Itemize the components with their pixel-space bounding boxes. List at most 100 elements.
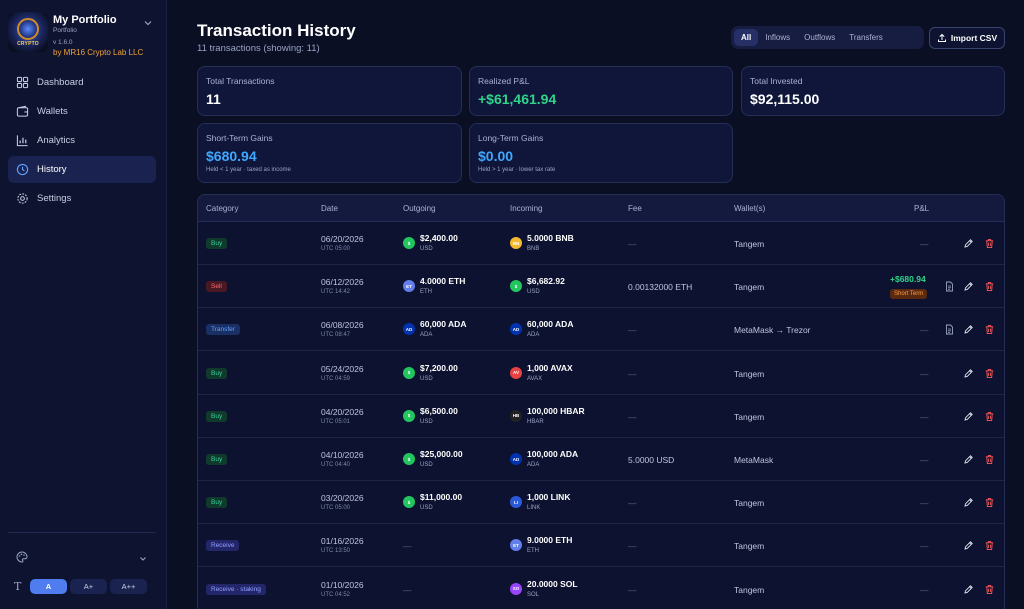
theme-selector[interactable]: [16, 550, 148, 564]
table-row[interactable]: Sell 06/12/2026 UTC 14:42 ET 4.0000 ETH ETH $ $…: [198, 265, 1004, 309]
incoming-amount: 1,000 AVAX: [527, 362, 573, 373]
incoming-unit: ADA: [527, 332, 540, 339]
edit-icon[interactable]: [963, 281, 974, 292]
stat-total-transactions: Total Transactions 11: [197, 66, 462, 116]
edit-icon[interactable]: [963, 584, 974, 595]
chevron-down-icon[interactable]: [142, 16, 154, 28]
sidebar-item-analytics[interactable]: Analytics: [8, 127, 156, 154]
version-label: v 1.6.0: [53, 39, 73, 46]
sidebar-item-dashboard[interactable]: Dashboard: [8, 69, 156, 96]
edit-icon[interactable]: [963, 454, 974, 465]
company-label: by MR16 Crypto Lab LLC: [53, 48, 144, 57]
edit-icon[interactable]: [963, 497, 974, 508]
delete-icon[interactable]: [984, 324, 995, 335]
bnb-coin-icon: BN: [510, 237, 522, 249]
wallet-name: Tangem: [734, 239, 765, 249]
incoming-amount: 100,000 HBAR: [527, 405, 585, 416]
stat-note: Held > 1 year · lower tax rate: [478, 167, 556, 173]
column-header-date[interactable]: Date: [321, 204, 338, 213]
table-row[interactable]: Buy 03/20/2026 UTC 05:00 $ $11,000.00 USD LI 1,…: [198, 481, 1004, 525]
stat-note: Held < 1 year · taxed as income: [206, 167, 291, 173]
brand[interactable]: CRYPTO My Portfolio Portfolio v 1.6.0 by…: [8, 12, 158, 62]
tx-date: 04/20/2026: [321, 406, 364, 417]
edit-icon[interactable]: [963, 238, 974, 249]
outgoing-empty: —: [403, 541, 412, 552]
document-icon[interactable]: [944, 324, 955, 335]
column-header-category[interactable]: Category: [206, 204, 239, 213]
incoming-unit: HBAR: [527, 418, 544, 425]
pnl-empty: —: [920, 325, 929, 336]
logo: CRYPTO: [8, 12, 48, 52]
edit-icon[interactable]: [963, 411, 974, 422]
outgoing-unit: USD: [420, 505, 433, 512]
filter-outflows[interactable]: Outflows: [804, 33, 836, 42]
delete-icon[interactable]: [984, 497, 995, 508]
delete-icon[interactable]: [984, 238, 995, 249]
delete-icon[interactable]: [984, 584, 995, 595]
filter-inflows[interactable]: Inflows: [765, 33, 791, 42]
table-row[interactable]: Transfer 06/08/2026 UTC 08:47 AD 60,000 ADA A…: [198, 308, 1004, 352]
tx-time: UTC 04:52: [321, 591, 351, 598]
outgoing-unit: ETH: [420, 289, 432, 296]
column-header-outgoing[interactable]: Outgoing: [403, 204, 436, 213]
filter-all[interactable]: All: [734, 29, 759, 46]
delete-icon[interactable]: [984, 281, 995, 292]
tx-time: UTC 05:01: [321, 418, 351, 425]
stat-label: Realized P&L: [478, 76, 530, 86]
outgoing-unit: ADA: [420, 332, 433, 339]
sidebar-item-label: Dashboard: [37, 77, 84, 88]
import-csv-label: Import CSV: [950, 33, 998, 43]
font-size-normal-button[interactable]: A: [30, 578, 67, 594]
filter-transfers[interactable]: Transfers: [849, 33, 883, 42]
incoming-amount: 5.0000 BNB: [527, 233, 574, 243]
incoming-amount: 20.0000 SOL: [527, 578, 578, 589]
category-badge: Buy: [206, 367, 228, 379]
table-row[interactable]: Buy 04/20/2026 UTC 05:01 $ $6,500.00 USD HB 100…: [198, 395, 1004, 438]
column-header-pnl[interactable]: P&L: [914, 204, 930, 213]
gear-icon: [16, 192, 29, 205]
column-header-fee[interactable]: Fee: [628, 204, 642, 213]
edit-icon[interactable]: [963, 324, 974, 335]
pnl-empty: —: [920, 239, 929, 249]
usd-coin-icon: $: [403, 496, 415, 509]
outgoing-unit: USD: [420, 418, 433, 425]
edit-icon[interactable]: [963, 368, 974, 379]
outgoing-amount: $6,500.00: [420, 405, 458, 416]
table-row[interactable]: Receive 01/16/2026 UTC 13:50 — ET 9.0000 ETH E…: [198, 524, 1004, 568]
sidebar-item-label: History: [37, 164, 67, 175]
wallet-name: MetaMask: [734, 455, 774, 465]
font-size-xlarge-button[interactable]: A++: [110, 578, 147, 594]
outgoing-amount: 60,000 ADA: [420, 319, 467, 330]
stat-label: Short-Term Gains: [206, 133, 273, 143]
sidebar-item-wallets[interactable]: Wallets: [8, 98, 156, 125]
outgoing-unit: USD: [420, 246, 433, 252]
sidebar-item-settings[interactable]: Settings: [8, 185, 156, 212]
delete-icon[interactable]: [984, 454, 995, 465]
delete-icon[interactable]: [984, 540, 995, 551]
pnl-empty: —: [920, 411, 929, 422]
usd-coin-icon: $: [403, 237, 415, 249]
edit-icon[interactable]: [963, 540, 974, 551]
holding-period-badge: Short Term: [890, 289, 928, 300]
import-csv-button[interactable]: Import CSV: [929, 27, 1005, 49]
delete-icon[interactable]: [984, 411, 995, 422]
chevron-down-icon: [138, 551, 148, 561]
document-icon[interactable]: [944, 281, 955, 292]
link-coin-icon: LI: [510, 496, 522, 509]
category-badge: Receive: [206, 540, 240, 552]
sidebar-nav: Dashboard Wallets Analytics History Sett…: [8, 69, 156, 214]
table-row[interactable]: Buy 04/10/2026 UTC 04:40 $ $25,000.00 USD AD 10…: [198, 438, 1004, 481]
tx-date: 05/24/2026: [321, 363, 364, 374]
table-row[interactable]: Buy 05/24/2026 UTC 04:59 $ $7,200.00 USD AV 1,0…: [198, 352, 1004, 395]
incoming-unit: AVAX: [527, 375, 543, 382]
font-size-large-button[interactable]: A+: [70, 578, 107, 594]
wallet-name: Tangem: [734, 282, 765, 293]
delete-icon[interactable]: [984, 368, 995, 379]
table-row[interactable]: Buy 06/20/2026 UTC 05:00 $ $2,400.00 USD BN 5.0…: [198, 222, 1004, 265]
column-header-wallets[interactable]: Wallet(s): [734, 204, 766, 213]
outgoing-amount: $11,000.00: [420, 492, 463, 503]
table-row[interactable]: Receive · staking 01/10/2026 UTC 04:52 — SO 2…: [198, 568, 1004, 609]
category-badge: Buy: [206, 497, 228, 509]
sidebar-item-history[interactable]: History: [8, 156, 156, 183]
column-header-incoming[interactable]: Incoming: [510, 204, 543, 213]
